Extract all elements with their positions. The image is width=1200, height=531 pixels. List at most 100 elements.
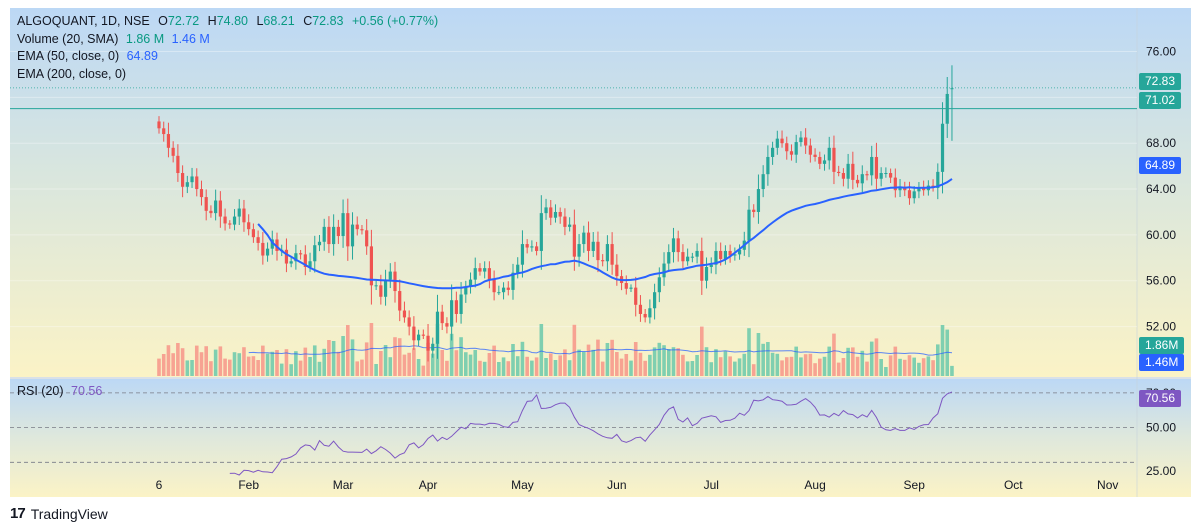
candle-body[interactable] [690, 256, 694, 258]
candle-body[interactable] [365, 230, 369, 247]
candle-body[interactable] [544, 207, 548, 214]
candle-body[interactable] [704, 266, 709, 281]
candle-body[interactable] [195, 176, 199, 190]
candle-body[interactable] [360, 229, 364, 231]
candle-body[interactable] [596, 241, 600, 261]
candle-body[interactable] [799, 137, 803, 143]
candle-body[interactable] [525, 244, 529, 248]
candle-body[interactable] [775, 138, 779, 148]
candle-body[interactable] [464, 286, 468, 295]
candle-body[interactable] [879, 173, 883, 179]
candle-body[interactable] [497, 292, 501, 294]
candle-body[interactable] [723, 250, 727, 259]
candle-body[interactable] [657, 277, 661, 293]
candle-body[interactable] [756, 189, 761, 212]
candle-body[interactable] [737, 249, 742, 255]
candle-body[interactable] [662, 263, 666, 278]
candle-body[interactable] [374, 285, 378, 287]
candle-body[interactable] [653, 292, 657, 309]
candle-body[interactable] [766, 156, 770, 175]
candle-body[interactable] [912, 191, 916, 199]
candle-body[interactable] [176, 155, 180, 174]
candle-body[interactable] [789, 151, 794, 155]
candle-body[interactable] [440, 311, 444, 324]
candle-body[interactable] [794, 142, 798, 155]
candle-body[interactable] [383, 279, 388, 297]
candle-body[interactable] [284, 249, 289, 264]
candle-body[interactable] [431, 343, 435, 351]
candle-body[interactable] [417, 334, 421, 341]
tradingview-brand[interactable]: 17 TradingView [10, 505, 108, 522]
candle-body[interactable] [251, 229, 255, 238]
candle-body[interactable] [317, 241, 322, 246]
candle-body[interactable] [917, 187, 921, 192]
candle-body[interactable] [577, 244, 581, 257]
candle-body[interactable] [841, 173, 845, 179]
candle-body[interactable] [501, 287, 506, 293]
candle-body[interactable] [818, 156, 822, 164]
candle-body[interactable] [638, 304, 643, 314]
candle-body[interactable] [898, 186, 902, 191]
candle-body[interactable] [719, 250, 723, 259]
candle-body[interactable] [157, 121, 161, 129]
candle-body[interactable] [506, 287, 510, 290]
candle-body[interactable] [752, 209, 756, 212]
candle-body[interactable] [270, 239, 274, 249]
candle-body[interactable] [303, 254, 307, 267]
candle-body[interactable] [473, 268, 477, 280]
candle-body[interactable] [199, 189, 204, 198]
candle-body[interactable] [332, 226, 336, 245]
volume-legend-row[interactable]: Volume (20, SMA) 1.86 M 1.46 M [17, 31, 438, 49]
candle-body[interactable] [426, 335, 430, 351]
candle-body[interactable] [634, 287, 638, 305]
candle-body[interactable] [907, 190, 912, 199]
candle-body[interactable] [686, 256, 690, 262]
candle-body[interactable] [681, 252, 685, 262]
candle-body[interactable] [162, 128, 166, 135]
candle-body[interactable] [346, 213, 350, 247]
candle-body[interactable] [695, 250, 699, 257]
candle-body[interactable] [256, 237, 260, 243]
candle-body[interactable] [445, 323, 449, 327]
candle-body[interactable] [827, 147, 831, 161]
candle-body[interactable] [539, 213, 543, 251]
candle-body[interactable] [922, 187, 926, 191]
candle-body[interactable] [893, 177, 897, 191]
candle-body[interactable] [454, 300, 458, 314]
candle-body[interactable] [568, 224, 572, 227]
candle-body[interactable] [237, 208, 241, 217]
candle-body[interactable] [709, 264, 713, 267]
candle-body[interactable] [837, 171, 841, 174]
candle-body[interactable] [336, 226, 340, 237]
candle-body[interactable] [855, 179, 860, 184]
candle-body[interactable] [223, 216, 227, 224]
candle-body[interactable] [780, 138, 784, 144]
candle-body[interactable] [355, 224, 359, 230]
candle-body[interactable] [185, 182, 189, 187]
candle-body[interactable] [629, 287, 633, 289]
candle-body[interactable] [676, 238, 680, 253]
candle-body[interactable] [553, 211, 558, 218]
candle-body[interactable] [209, 210, 213, 214]
candle-body[interactable] [313, 245, 317, 262]
candle-body[interactable] [643, 313, 647, 318]
candle-body[interactable] [468, 279, 473, 287]
candle-body[interactable] [870, 156, 874, 176]
candle-body[interactable] [511, 272, 515, 290]
candle-body[interactable] [232, 216, 237, 225]
candle-body[interactable] [412, 326, 416, 341]
candle-body[interactable] [610, 244, 614, 265]
candle-body[interactable] [520, 244, 525, 265]
candle-body[interactable] [261, 242, 265, 256]
candle-body[interactable] [421, 334, 425, 336]
candle-body[interactable] [299, 253, 303, 255]
candle-body[interactable] [572, 224, 576, 257]
candle-body[interactable] [204, 197, 208, 211]
candle-body[interactable] [563, 216, 567, 227]
candle-body[interactable] [247, 222, 251, 230]
candle-body[interactable] [884, 173, 888, 175]
candle-body[interactable] [714, 250, 718, 265]
candle-body[interactable] [435, 311, 440, 344]
candle-body[interactable] [478, 268, 482, 272]
